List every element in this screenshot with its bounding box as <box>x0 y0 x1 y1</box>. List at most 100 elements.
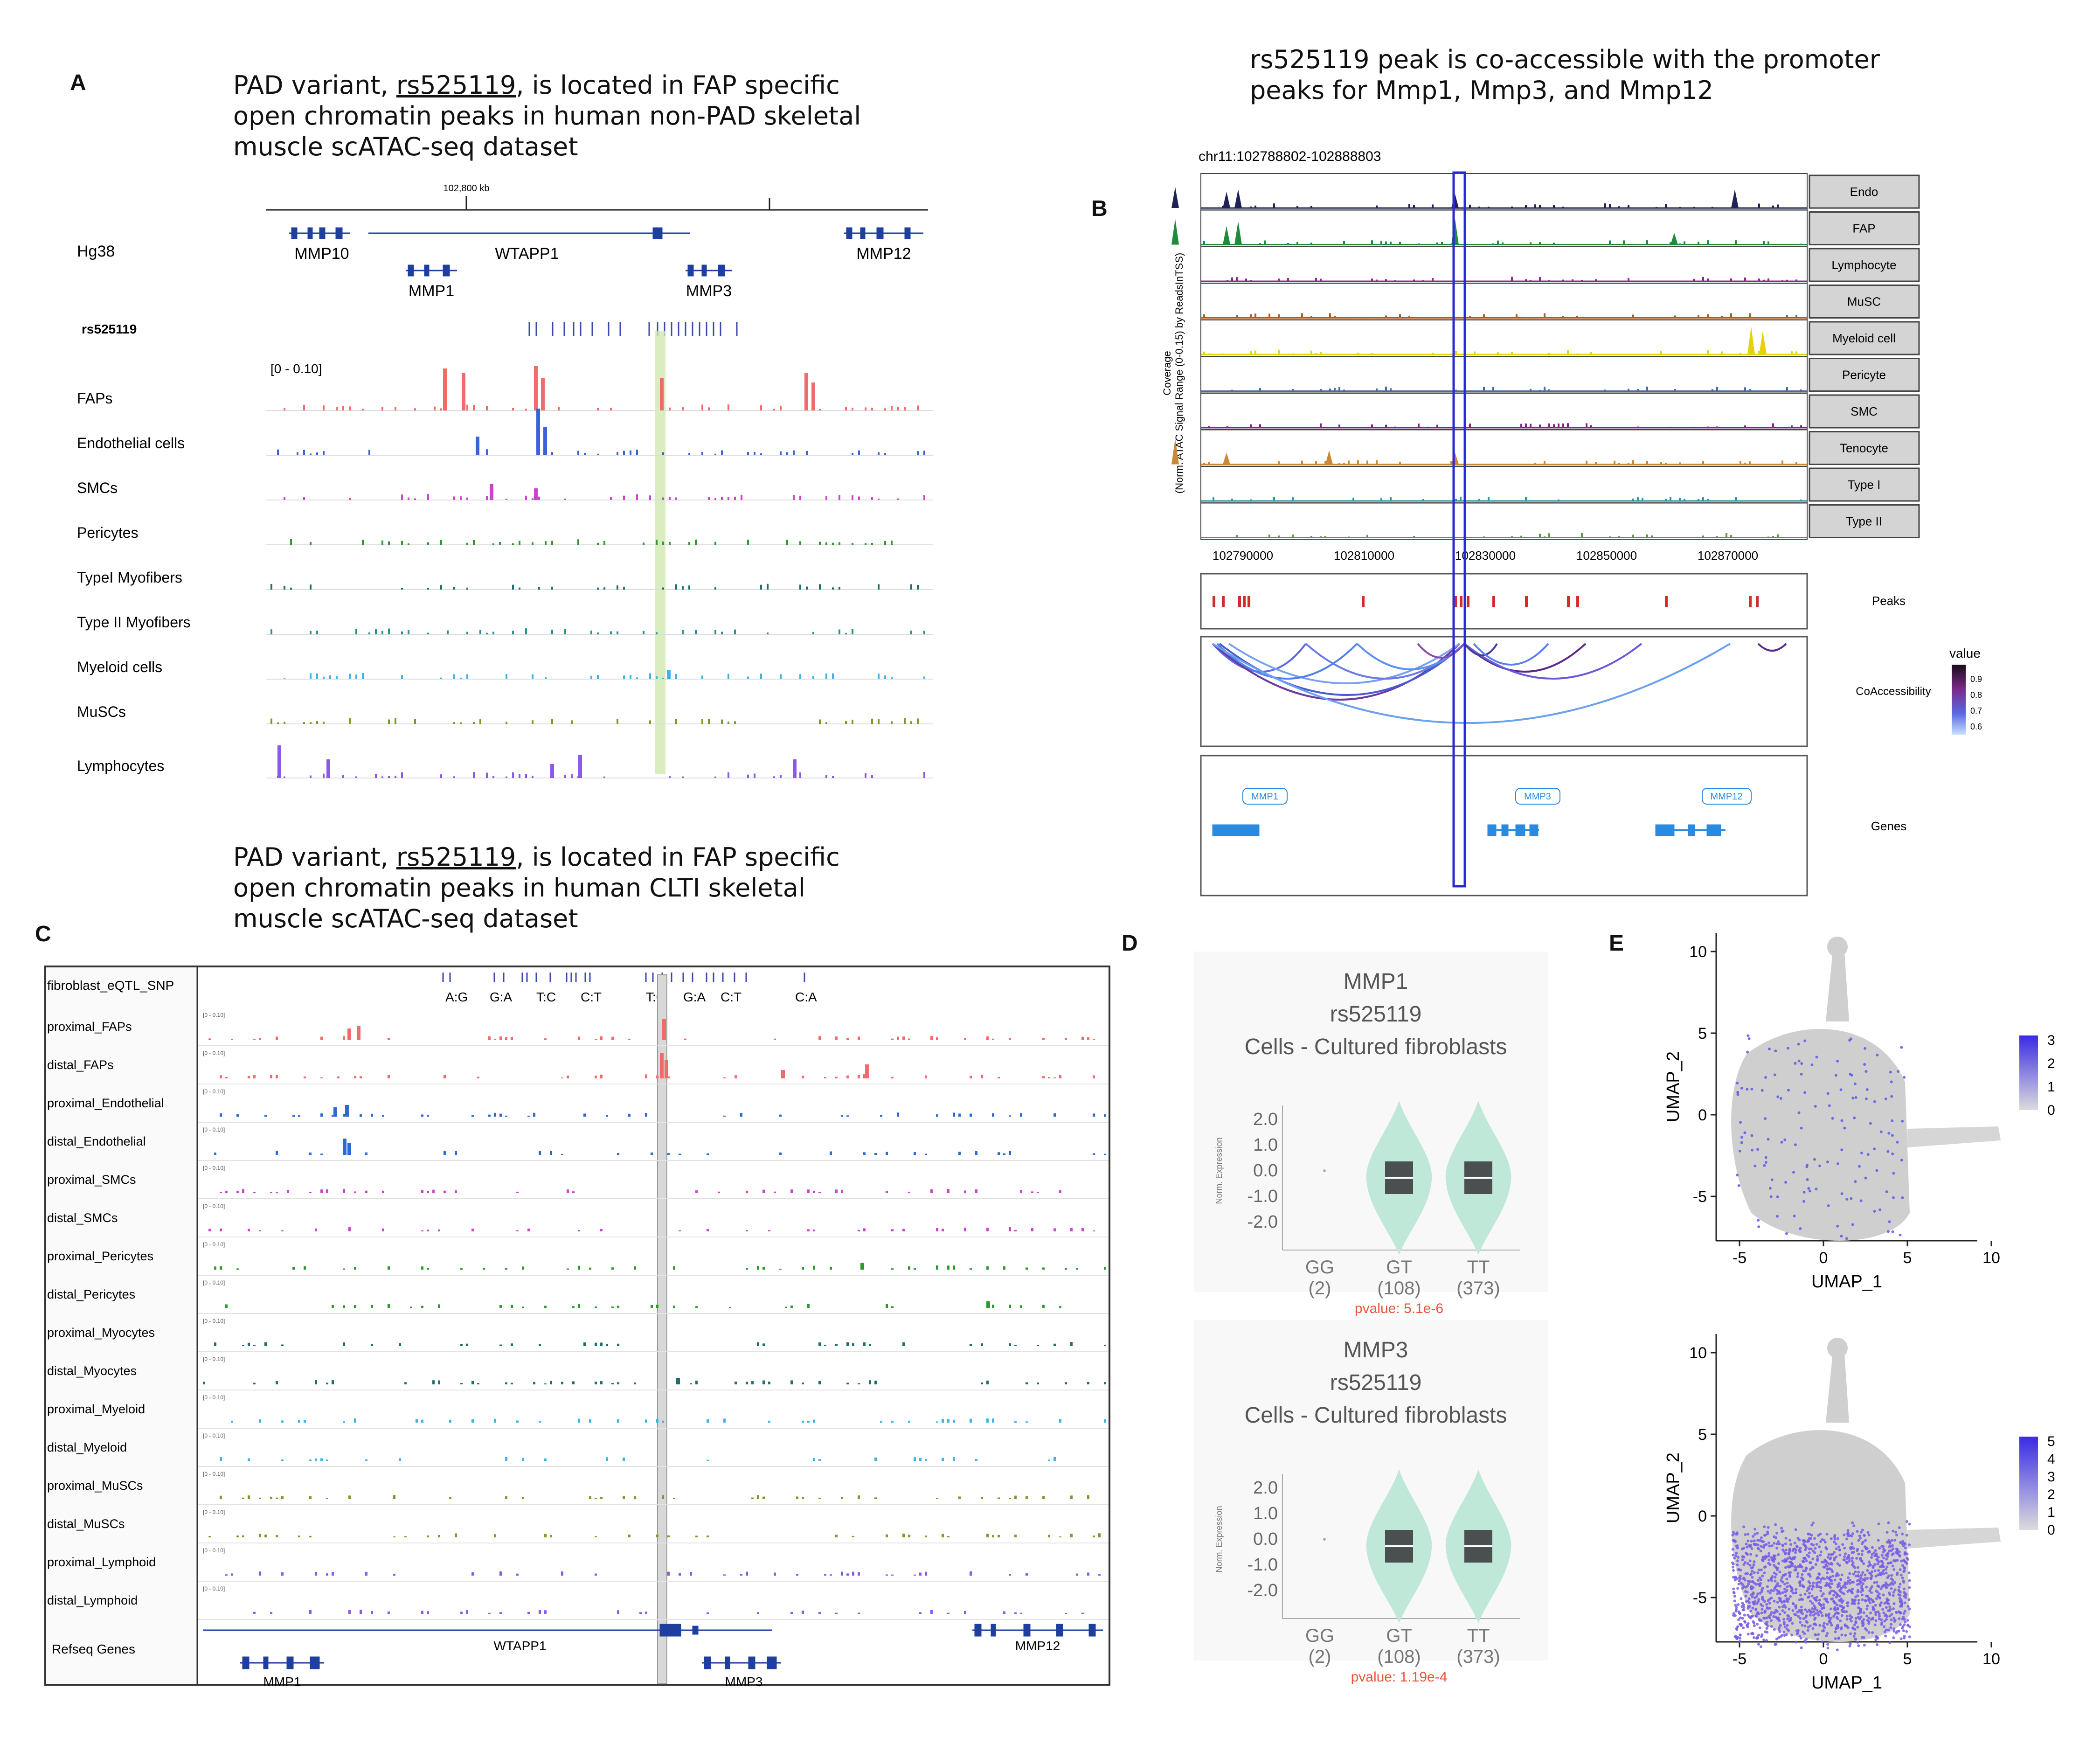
expressing-cell <box>1883 1549 1886 1552</box>
coverage-bar <box>603 541 605 545</box>
coverage-bar <box>494 1039 496 1040</box>
coverage-bar <box>1093 1536 1095 1537</box>
expressing-cell <box>1892 1578 1895 1582</box>
expressing-cell <box>1843 1555 1846 1558</box>
expressing-cell <box>1867 1597 1871 1600</box>
coverage-bar <box>349 498 351 500</box>
coverage-bar <box>891 1038 894 1040</box>
expressing-cell <box>1891 1152 1894 1155</box>
coverage-bar <box>595 1536 597 1537</box>
coverage-bar <box>839 587 840 590</box>
coverage-bar <box>649 495 651 500</box>
coverage-bar <box>1413 535 1415 538</box>
coverage-bar <box>790 1189 793 1193</box>
coverage-bar <box>1104 1267 1106 1270</box>
coverage-bar <box>1385 424 1387 428</box>
expressing-cell <box>1873 1563 1877 1566</box>
coverage-bar <box>220 1113 222 1117</box>
expressing-cell <box>1881 1564 1885 1568</box>
coverage-bar <box>746 1382 748 1384</box>
coverage-bar <box>832 587 834 590</box>
expressing-cell <box>1736 1174 1739 1177</box>
expressing-cell <box>1906 1556 1909 1560</box>
expressing-cell <box>1885 1565 1889 1569</box>
coverage-bar <box>992 1305 994 1308</box>
coverage-bar <box>284 408 285 410</box>
expressing-cell <box>1777 1628 1781 1632</box>
coverage-bar <box>595 1498 597 1499</box>
expressing-cell <box>1747 1597 1751 1600</box>
coverage-bar <box>578 1036 580 1040</box>
expressing-cell <box>1803 1624 1807 1627</box>
expressing-cell <box>1827 1616 1830 1619</box>
coverage-bar <box>401 588 403 590</box>
track-range-c: [0 - 0.10] <box>203 1509 225 1515</box>
violin-ylabel: Norm. Expression <box>1214 1137 1224 1204</box>
coverage-bar <box>824 1344 826 1346</box>
track-range-c: [0 - 0.10] <box>203 1318 225 1324</box>
expressing-cell <box>1780 1576 1783 1579</box>
coverage-bar <box>768 1381 770 1384</box>
coverage-bar <box>728 674 729 679</box>
coverage-bar <box>1376 460 1378 465</box>
coverage-bar <box>505 1496 507 1499</box>
coverage-bar <box>320 1458 323 1461</box>
coverage-peak <box>804 373 808 410</box>
coverage-bar <box>203 1382 205 1384</box>
expressing-cell <box>1881 1608 1885 1611</box>
expressing-cell <box>1824 1563 1828 1566</box>
coverage-bar <box>799 772 801 778</box>
allele-label: A:G <box>445 990 468 1004</box>
expressing-cell <box>1792 1591 1795 1595</box>
coverage-bar <box>1544 536 1546 538</box>
expressing-cell <box>1854 1638 1857 1641</box>
expressing-cell <box>1872 1551 1876 1555</box>
expressing-cell <box>1902 1612 1906 1615</box>
expressing-cell <box>1786 1585 1789 1589</box>
expressing-cell <box>1740 1086 1743 1090</box>
umap-cluster <box>1731 1028 1910 1241</box>
coverage-bar <box>1231 277 1233 281</box>
coverage-bar <box>634 1496 636 1499</box>
coverage-bar <box>690 1571 692 1576</box>
coverage-bar <box>1250 499 1252 501</box>
expressing-cell <box>1798 1634 1802 1638</box>
gene-label-mmp12: MMP12 <box>856 245 911 263</box>
coverage-bar <box>1104 1382 1106 1384</box>
expressing-cell <box>1819 1540 1823 1543</box>
coverage-bar <box>544 1306 547 1308</box>
coverage-bar <box>923 631 925 634</box>
expressing-cell <box>1852 1635 1856 1638</box>
expressing-cell <box>1871 1546 1874 1549</box>
expressing-cell <box>1822 1561 1825 1564</box>
coverage-bar <box>284 776 285 778</box>
expressing-cell <box>1897 1070 1900 1073</box>
coverage-bar <box>259 1497 261 1499</box>
expressing-cell <box>1878 1547 1881 1550</box>
expressing-cell <box>1891 1134 1894 1137</box>
coverage-bar <box>1791 351 1793 354</box>
expressing-cell <box>1802 1569 1805 1572</box>
expressing-cell <box>1812 1610 1816 1613</box>
coverage-bar <box>332 1115 334 1117</box>
coverage-bar <box>880 1421 882 1423</box>
expressing-cell <box>1908 1586 1911 1589</box>
coverage-bar <box>762 1267 765 1270</box>
coverage-peak <box>860 1263 864 1270</box>
expressing-cell <box>1788 1575 1791 1578</box>
coverage-bar <box>1343 463 1345 465</box>
coverage-bar <box>1763 241 1765 245</box>
expressing-cell <box>1826 1571 1829 1575</box>
expressing-cell <box>1742 1626 1745 1629</box>
expressing-cell <box>1887 1539 1891 1542</box>
coverage-bar <box>371 1611 373 1614</box>
expressing-cell <box>1879 1130 1883 1133</box>
coverage-bar <box>774 1038 776 1040</box>
coverage-bar <box>930 1610 933 1614</box>
expressing-cell <box>1892 1547 1895 1550</box>
expressing-cell <box>1864 1547 1868 1550</box>
coverage-bar <box>891 677 893 679</box>
coverage-bar <box>1670 496 1671 501</box>
coverage-bar <box>1208 426 1210 428</box>
